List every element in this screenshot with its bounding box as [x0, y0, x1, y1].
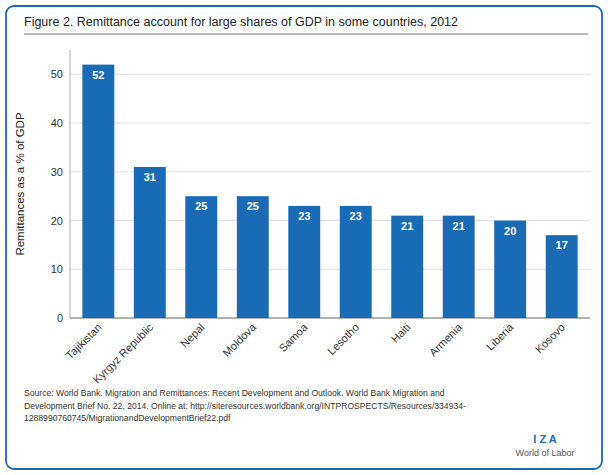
bar: [288, 206, 320, 318]
data-label: 23: [350, 210, 362, 222]
title: Figure 2. Remittance account for large s…: [24, 15, 458, 29]
x-tick-label: Armenia: [427, 320, 465, 358]
grid: [70, 74, 590, 318]
source-line: Development Brief No. 22, 2014. Online a…: [24, 401, 466, 411]
data-label: 52: [92, 69, 104, 81]
y-tick-label: 10: [51, 263, 63, 275]
x-tick-label: Haiti: [389, 321, 413, 345]
logo-subtext: World of Labor: [516, 448, 575, 458]
y-tick-label: 40: [51, 117, 63, 129]
data-label: 21: [453, 220, 465, 232]
title-rule: [24, 34, 588, 35]
data-label: 23: [298, 210, 310, 222]
y-tick-label: 20: [51, 215, 63, 227]
data-label: 17: [556, 239, 568, 251]
x-tick-label: Liberia: [484, 320, 516, 352]
data-label: 25: [247, 200, 259, 212]
data-label: 31: [144, 171, 156, 183]
bar: [185, 196, 217, 318]
bars: [82, 65, 577, 318]
frame-border: [6, 6, 602, 469]
data-label: 20: [504, 225, 516, 237]
y-tick-label: 50: [51, 68, 63, 80]
y-axis-label: Remittances as a % of GDP: [14, 112, 26, 255]
x-tick-label: Nepal: [178, 321, 207, 350]
source-note: Source: World Bank. Migration and Remitt…: [24, 388, 466, 423]
bar: [237, 196, 269, 318]
y-axis-line: [70, 50, 71, 318]
grid-line: [70, 74, 590, 75]
source-line: Source: World Bank. Migration and Remitt…: [24, 388, 445, 398]
chart: Figure 2. Remittance account for large s…: [0, 0, 608, 475]
logo-text: I Z A: [533, 433, 556, 445]
y-tick-label: 30: [51, 166, 63, 178]
data-label: 21: [401, 220, 413, 232]
y-tick-label: 0: [57, 312, 63, 324]
source-line: 1288990760745/MigrationandDevelopmentBri…: [24, 413, 231, 423]
x-tick-label: Tajikistan: [63, 321, 103, 361]
data-label: 25: [195, 200, 207, 212]
bar: [134, 167, 166, 318]
x-tick-label: Lesotho: [325, 321, 361, 357]
x-axis-line: [70, 318, 590, 319]
grid-line: [70, 123, 590, 124]
bar: [391, 216, 423, 318]
x-tick-label: Kosovo: [533, 321, 567, 355]
x-tick-label: Samoa: [277, 320, 311, 354]
grid-line: [70, 318, 590, 319]
x-tick-label: Kyrgyz Republic: [91, 321, 156, 386]
x-tick-label: Moldova: [220, 320, 259, 359]
bar: [82, 65, 114, 318]
bar: [494, 221, 526, 318]
bar: [443, 216, 475, 318]
bar: [340, 206, 372, 318]
bar: [546, 235, 578, 318]
